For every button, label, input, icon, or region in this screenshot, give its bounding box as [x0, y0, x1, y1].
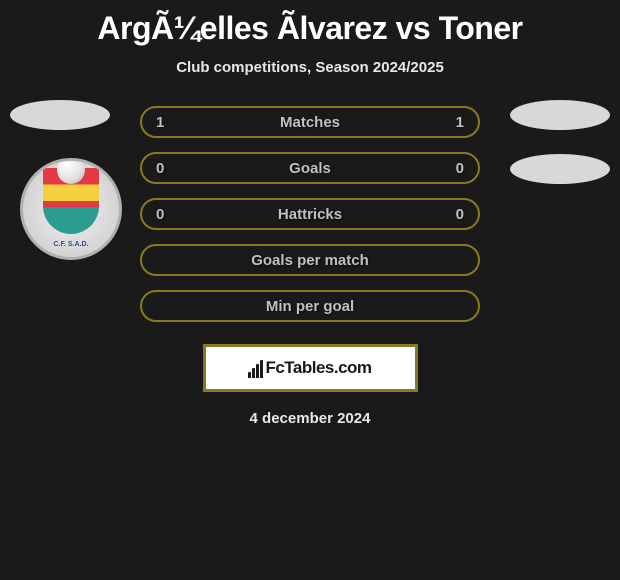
- stat-row-goals: 0 Goals 0: [140, 152, 480, 184]
- stat-label-mpg: Min per goal: [266, 298, 354, 315]
- stat-row-goals-per-match: Goals per match: [140, 244, 480, 276]
- player-avatar-left: [10, 100, 110, 130]
- logo-bar-1: [248, 372, 251, 378]
- stat-label-hattricks: Hattricks: [278, 206, 342, 223]
- stat-row-min-per-goal: Min per goal: [140, 290, 480, 322]
- logo-bar-2: [252, 368, 255, 378]
- logo-text: FcTables.com: [265, 358, 371, 378]
- logo-content: FcTables.com: [248, 358, 371, 378]
- source-logo-box[interactable]: FcTables.com: [203, 344, 418, 392]
- player-avatar-right-1: [510, 100, 610, 130]
- bar-chart-icon: [248, 358, 263, 378]
- stat-right-goals: 0: [444, 160, 464, 177]
- stat-label-gpm: Goals per match: [251, 252, 369, 269]
- badge-inner: GETAFE C.F. S.A.D.: [36, 168, 106, 250]
- page-title: ArgÃ¼elles Ãlvarez vs Toner: [97, 10, 522, 47]
- subtitle: Club competitions, Season 2024/2025: [176, 59, 444, 76]
- logo-bar-4: [260, 360, 263, 378]
- badge-shield-icon: [43, 168, 99, 234]
- stat-right-matches: 1: [444, 114, 464, 131]
- comparison-card: ArgÃ¼elles Ãlvarez vs Toner Club competi…: [0, 0, 620, 437]
- stat-row-matches: 1 Matches 1: [140, 106, 480, 138]
- stat-left-matches: 1: [156, 114, 176, 131]
- badge-ball-icon: [57, 158, 85, 184]
- stat-left-hattricks: 0: [156, 206, 176, 223]
- stat-right-hattricks: 0: [444, 206, 464, 223]
- club-badge-left: GETAFE C.F. S.A.D.: [20, 158, 122, 260]
- stat-row-hattricks: 0 Hattricks 0: [140, 198, 480, 230]
- stat-label-goals: Goals: [289, 160, 331, 177]
- stat-label-matches: Matches: [280, 114, 340, 131]
- badge-text-bottom: C.F. S.A.D.: [36, 241, 106, 248]
- stat-left-goals: 0: [156, 160, 176, 177]
- comparison-area: GETAFE C.F. S.A.D. 1 Matches 1 0 Goals 0…: [0, 106, 620, 427]
- logo-bar-3: [256, 364, 259, 378]
- player-avatar-right-2: [510, 154, 610, 184]
- date-text: 4 december 2024: [250, 410, 371, 427]
